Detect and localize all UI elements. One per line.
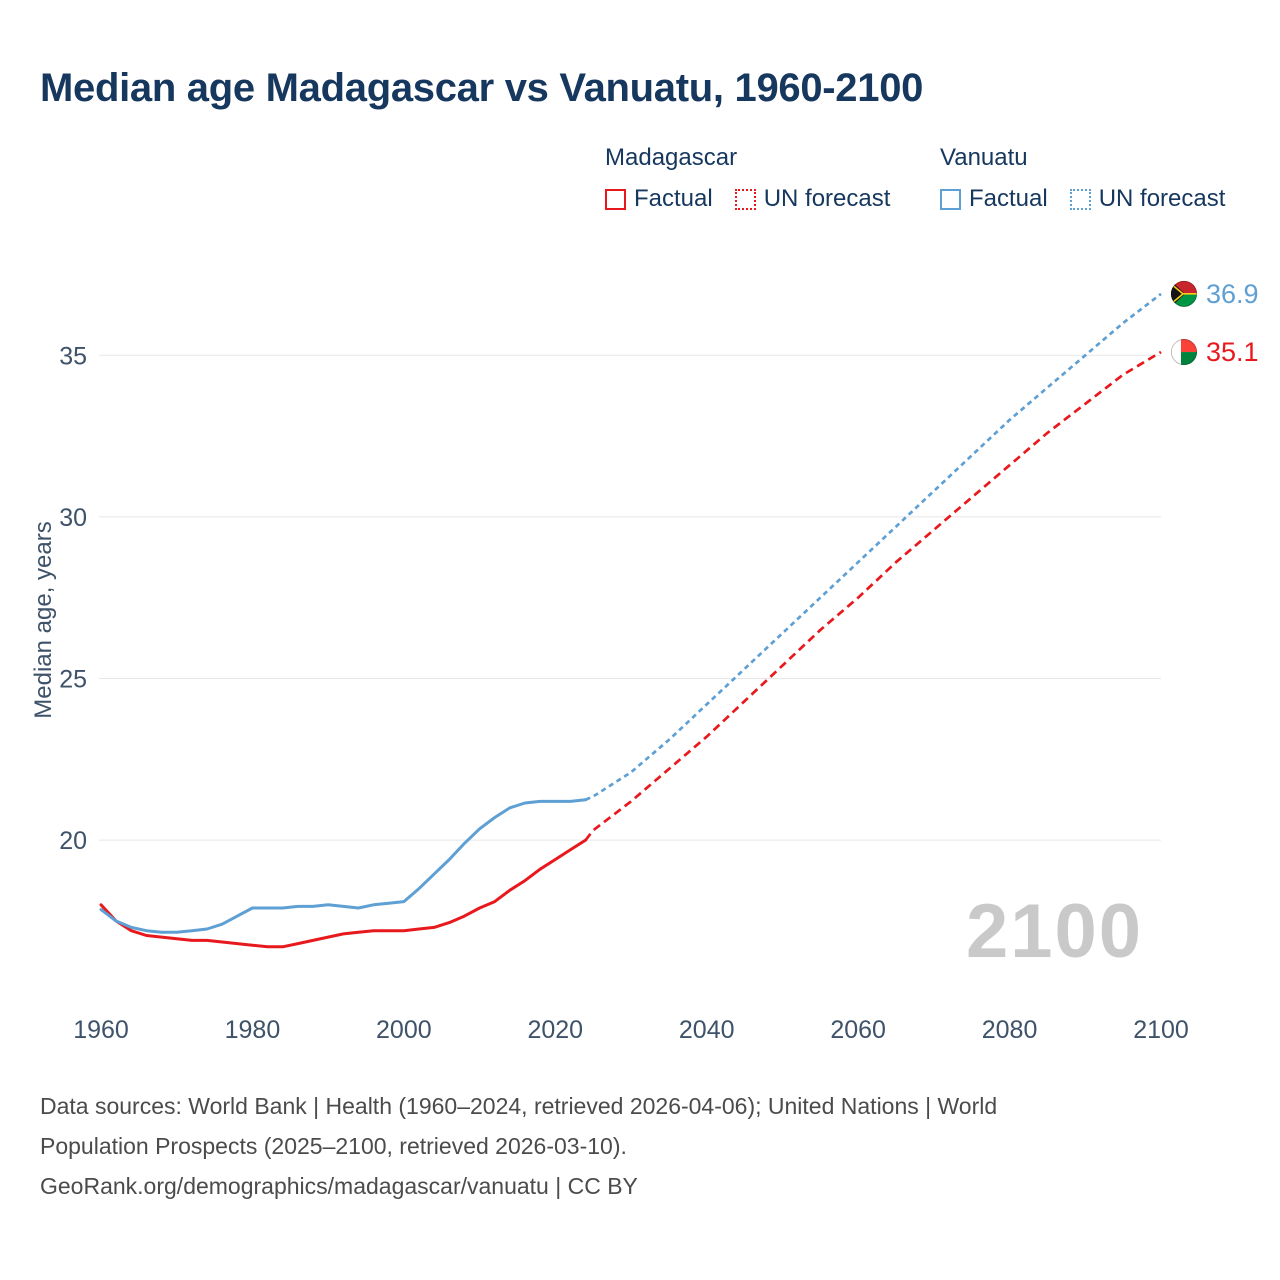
madagascar-forecast-swatch-icon bbox=[734, 188, 756, 210]
x-tick-label-2080: 2080 bbox=[982, 1016, 1038, 1044]
vanuatu-factual-label: Factual bbox=[969, 185, 1048, 212]
page-title: Median age Madagascar vs Vanuatu, 1960-2… bbox=[40, 66, 924, 110]
vanuatu-end-value-label: 36.9 bbox=[1206, 279, 1259, 309]
x-tick-label-1980: 1980 bbox=[225, 1016, 281, 1044]
madagascar-end-value-label: 35.1 bbox=[1206, 337, 1259, 367]
legend-country-madagascar: Madagascar bbox=[605, 144, 738, 171]
madagascar-factual-swatch-icon bbox=[605, 188, 626, 210]
madagascar-forecast-label: UN forecast bbox=[763, 185, 891, 212]
legend-items-vanuatu: Factual UN forecast bbox=[940, 185, 1239, 213]
x-tick-label-2000: 2000 bbox=[376, 1016, 432, 1044]
vanuatu-factual-swatch-icon bbox=[940, 188, 961, 210]
legend-group-vanuatu: Vanuatu Factual UN forecast bbox=[940, 144, 1239, 213]
x-tick-label-1960: 1960 bbox=[73, 1016, 129, 1044]
madagascar-flag-icon bbox=[1171, 339, 1198, 366]
y-tick-label-20: 20 bbox=[59, 827, 87, 855]
vanuatu-flag-icon bbox=[1171, 280, 1198, 307]
x-tick-label-2020: 2020 bbox=[527, 1016, 583, 1044]
footer-source-line-1: Data sources: World Bank | Health (1960–… bbox=[40, 1093, 998, 1119]
x-tick-label-2040: 2040 bbox=[679, 1016, 735, 1044]
vanuatu-forecast-line bbox=[585, 292, 1162, 801]
legend-country-vanuatu: Vanuatu bbox=[940, 144, 1028, 171]
legend-group-madagascar: Madagascar Factual UN forecast bbox=[605, 144, 904, 213]
y-tick-label-30: 30 bbox=[59, 504, 87, 532]
legend-items-madagascar: Factual UN forecast bbox=[605, 185, 904, 213]
vanuatu-forecast-label: UN forecast bbox=[1098, 185, 1226, 212]
y-tick-label-25: 25 bbox=[59, 666, 87, 694]
madagascar-factual-line bbox=[99, 838, 588, 949]
footer-source-line-2: Population Prospects (2025–2100, retriev… bbox=[40, 1133, 627, 1159]
watermark-year: 2100 bbox=[966, 889, 1144, 974]
vanuatu-forecast-swatch-icon bbox=[1069, 188, 1091, 210]
madagascar-factual-label: Factual bbox=[634, 185, 713, 212]
vanuatu-factual-line bbox=[99, 798, 588, 934]
y-tick-label-35: 35 bbox=[59, 342, 87, 370]
madagascar-forecast-line bbox=[584, 350, 1162, 841]
x-tick-label-2060: 2060 bbox=[830, 1016, 886, 1044]
x-tick-label-2100: 2100 bbox=[1133, 1016, 1189, 1044]
footer-attribution-line: GeoRank.org/demographics/madagascar/vanu… bbox=[40, 1173, 638, 1199]
data-sources-footer: Data sources: World Bank | Health (1960–… bbox=[40, 1086, 997, 1206]
